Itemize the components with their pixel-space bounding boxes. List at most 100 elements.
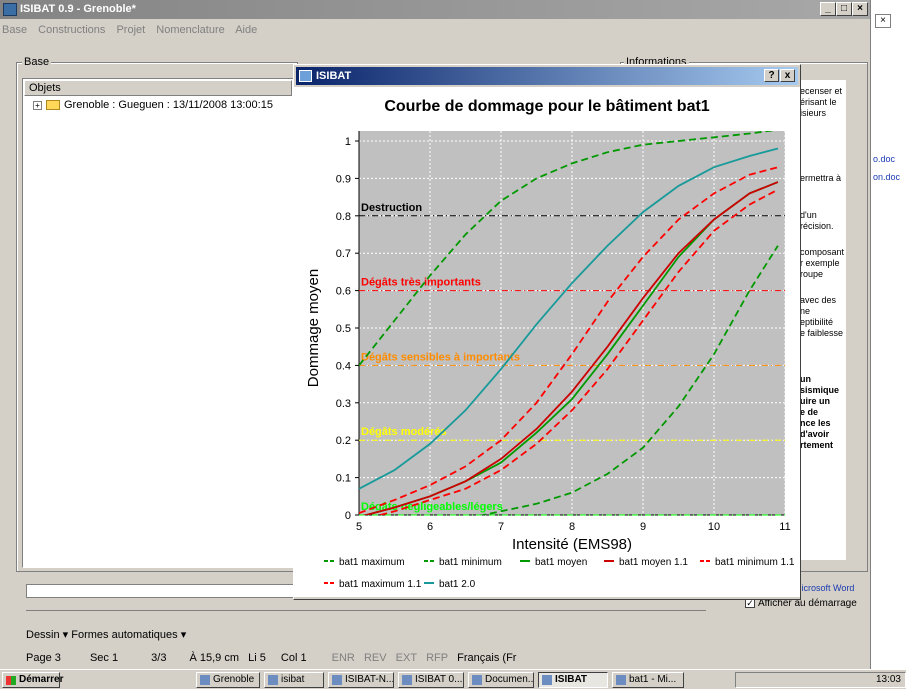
info-text-5: avec des ne eptibilité e faiblesse bbox=[800, 295, 844, 338]
background-window: × o.doc on.doc bbox=[870, 0, 906, 669]
show-startup-label: Afficher au démarrage bbox=[758, 598, 857, 609]
x-tick-label: 9 bbox=[640, 521, 646, 533]
threshold-label: Dégâts sensibles à importants bbox=[361, 351, 520, 363]
app-title: ISIBAT 0.9 - Grenoble* bbox=[20, 3, 136, 15]
dialog-icon bbox=[299, 70, 312, 82]
x-tick-label: 5 bbox=[356, 521, 362, 533]
word-hscroll[interactable] bbox=[26, 610, 706, 622]
tree-item-label: Grenoble : Gueguen : 13/11/2008 13:00:15 bbox=[64, 99, 273, 111]
minimize-button[interactable]: _ bbox=[820, 2, 836, 16]
task-bat1[interactable]: bat1 - Mi... bbox=[612, 672, 684, 688]
start-button[interactable]: Démarrer bbox=[2, 672, 63, 688]
app-titlebar: ISIBAT 0.9 - Grenoble* _ □ × bbox=[0, 0, 870, 19]
info-text-2: ermettra à bbox=[800, 173, 842, 183]
taskbar: Démarrer Grenoble isibat ISIBAT-N... ISI… bbox=[0, 669, 906, 689]
y-axis-label: Dommage moyen bbox=[305, 269, 322, 387]
status-pages: 3/3 bbox=[151, 652, 167, 664]
objects-header[interactable]: Objets bbox=[24, 80, 292, 96]
task-isibat-09[interactable]: ISIBAT 0.... bbox=[398, 672, 464, 688]
y-tick-label: 0.8 bbox=[336, 211, 351, 223]
x-tick-label: 10 bbox=[708, 521, 720, 533]
menu-aide[interactable]: Aide bbox=[235, 24, 258, 36]
menu-base[interactable]: Base bbox=[2, 24, 28, 36]
system-tray: 13:03 bbox=[735, 672, 906, 688]
app-icon bbox=[3, 3, 17, 16]
folder-icon bbox=[46, 100, 60, 111]
objects-tree[interactable] bbox=[22, 78, 294, 568]
word-icon bbox=[472, 675, 482, 685]
folder-icon bbox=[332, 675, 342, 685]
windows-logo-icon bbox=[6, 676, 16, 685]
tree-item[interactable]: + Grenoble : Gueguen : 13/11/2008 13:00:1… bbox=[33, 98, 273, 112]
x-tick-label: 11 bbox=[779, 521, 790, 533]
info-text-6: un sismique uire un e de nce les d'avoir rteme… bbox=[800, 374, 840, 450]
threshold-label: Dégâts très importants bbox=[361, 277, 481, 289]
series-line bbox=[359, 166, 779, 514]
base-group-label: Base bbox=[22, 56, 52, 68]
folder-icon bbox=[268, 675, 278, 685]
task-pane-link[interactable]: Microsoft Word bbox=[794, 583, 855, 593]
chart-dialog: ISIBAT ? x Courbe de dommage pour le bât… bbox=[293, 64, 801, 600]
y-tick-label: 0.7 bbox=[336, 248, 351, 260]
close-button[interactable]: × bbox=[852, 2, 868, 16]
dialog-close-button[interactable]: x bbox=[780, 69, 795, 82]
task-isibat-dialog[interactable]: ISIBAT bbox=[538, 672, 608, 688]
menu-constructions[interactable]: Constructions bbox=[38, 24, 106, 36]
y-tick-label: 0.4 bbox=[336, 360, 351, 372]
draw-menu[interactable]: Dessin ▾ Formes automatiques ▾ bbox=[26, 629, 187, 641]
bg-link-1[interactable]: o.doc bbox=[873, 154, 896, 164]
legend-label: bat1 maximum 1.1 bbox=[339, 579, 422, 590]
menu-projet[interactable]: Projet bbox=[116, 24, 146, 36]
status-page: Page 3 bbox=[26, 652, 61, 664]
threshold-label: Destruction bbox=[361, 202, 422, 214]
legend-label: bat1 minimum 1.1 bbox=[715, 557, 795, 568]
app-icon bbox=[542, 675, 552, 685]
damage-curve-chart: Courbe de dommage pour le bâtiment bat1 5… bbox=[294, 87, 800, 597]
y-tick-label: 0.3 bbox=[336, 398, 351, 410]
y-tick-label: 0.2 bbox=[336, 435, 351, 447]
app-icon bbox=[402, 675, 412, 685]
legend-label: bat1 maximum bbox=[339, 557, 405, 568]
expand-icon[interactable]: + bbox=[33, 100, 42, 110]
x-axis-label: Intensité (EMS98) bbox=[512, 536, 632, 553]
info-group-label: Informations bbox=[624, 56, 689, 68]
status-line: Li 5 bbox=[248, 652, 266, 664]
menu-nomenclature[interactable]: Nomenclature bbox=[156, 24, 225, 36]
legend-label: bat1 minimum bbox=[439, 557, 502, 568]
drawing-toolbar: Dessin ▾ Formes automatiques ▾ bbox=[26, 623, 706, 647]
series-line bbox=[478, 245, 779, 515]
y-tick-label: 0 bbox=[345, 510, 351, 522]
menu-bar: Base Constructions Projet Nomenclature A… bbox=[0, 19, 870, 41]
status-rfp: RFP bbox=[426, 652, 449, 664]
x-tick-label: 8 bbox=[569, 521, 575, 533]
bg-link-2[interactable]: on.doc bbox=[873, 172, 901, 182]
task-grenoble[interactable]: Grenoble bbox=[196, 672, 260, 688]
legend-label: bat1 2.0 bbox=[439, 579, 476, 590]
y-tick-label: 0.1 bbox=[336, 473, 351, 485]
task-isibat-folder[interactable]: isibat bbox=[264, 672, 324, 688]
series-line bbox=[362, 181, 779, 515]
y-tick-label: 1 bbox=[345, 136, 351, 148]
info-text-3: d'un récision. bbox=[800, 210, 834, 231]
dialog-title: ISIBAT bbox=[316, 70, 352, 82]
y-tick-label: 0.9 bbox=[336, 173, 351, 185]
word-status-bar: Page 3 Sec 1 3/3 À 15,9 cm Li 5 Col 1 EN… bbox=[26, 649, 706, 667]
info-text-area bbox=[798, 80, 846, 560]
legend-label: bat1 moyen bbox=[535, 557, 587, 568]
info-text-1: ecenser et érisant le isieurs bbox=[800, 86, 843, 118]
bg-close-icon[interactable]: × bbox=[875, 14, 891, 28]
task-document[interactable]: Documen... bbox=[468, 672, 534, 688]
status-ext: EXT bbox=[395, 652, 418, 664]
series-line bbox=[359, 131, 776, 366]
status-section: Sec 1 bbox=[89, 652, 119, 664]
maximize-button[interactable]: □ bbox=[836, 2, 852, 16]
info-text-4: composant r exemple roupe bbox=[800, 247, 845, 279]
folder-icon bbox=[200, 675, 210, 685]
task-isibat-n[interactable]: ISIBAT-N... bbox=[328, 672, 394, 688]
chart-title: Courbe de dommage pour le bâtiment bat1 bbox=[384, 98, 709, 115]
status-language: Français (Fr bbox=[457, 652, 517, 664]
legend-label: bat1 moyen 1.1 bbox=[619, 557, 688, 568]
help-button[interactable]: ? bbox=[764, 69, 779, 82]
y-tick-label: 0.5 bbox=[336, 323, 351, 335]
series-line bbox=[376, 188, 779, 515]
